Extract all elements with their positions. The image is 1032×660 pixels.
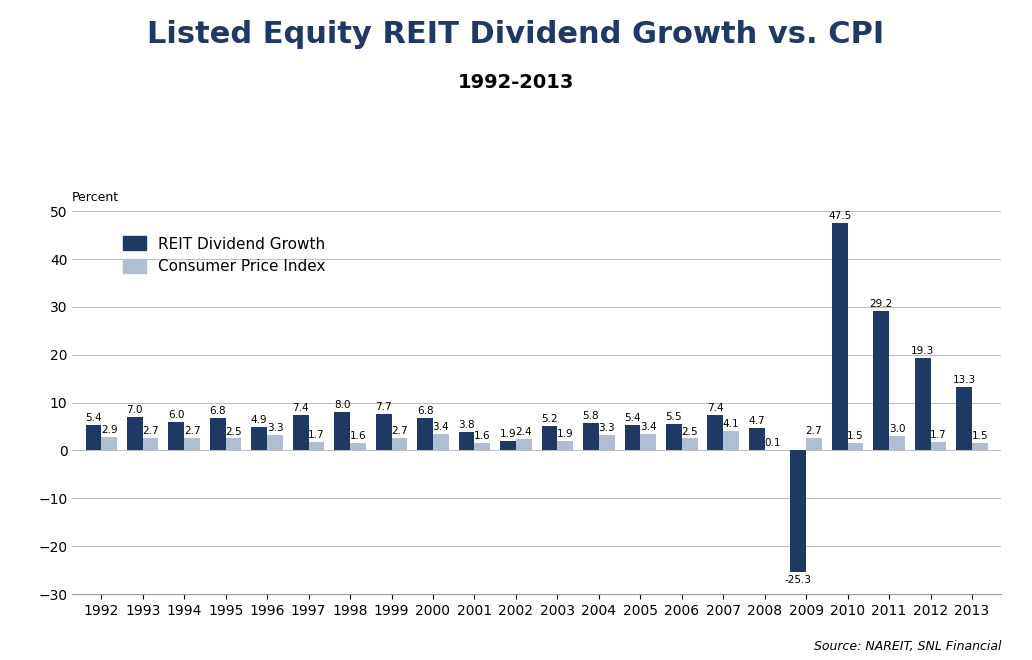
Text: 3.3: 3.3: [599, 423, 615, 433]
Bar: [640, 434, 656, 451]
Text: 1.6: 1.6: [350, 431, 366, 441]
Text: 2.5: 2.5: [681, 426, 698, 436]
Bar: [832, 223, 847, 451]
Text: 3.4: 3.4: [640, 422, 656, 432]
Bar: [86, 424, 101, 451]
Bar: [501, 442, 516, 451]
Text: 2.7: 2.7: [142, 426, 159, 436]
Bar: [433, 434, 449, 451]
Bar: [791, 451, 806, 572]
Text: 3.0: 3.0: [889, 424, 905, 434]
Bar: [749, 428, 765, 451]
Text: Source: NAREIT, SNL Financial: Source: NAREIT, SNL Financial: [813, 640, 1001, 653]
Bar: [542, 426, 557, 451]
Text: Listed Equity REIT Dividend Growth vs. CPI: Listed Equity REIT Dividend Growth vs. C…: [148, 20, 884, 49]
Bar: [334, 412, 350, 451]
Bar: [391, 438, 408, 451]
Text: 2.4: 2.4: [515, 427, 533, 437]
Text: 6.8: 6.8: [209, 406, 226, 416]
Text: -25.3: -25.3: [784, 576, 812, 585]
Text: 4.1: 4.1: [722, 419, 739, 429]
Text: 1.9: 1.9: [499, 430, 516, 440]
Bar: [226, 438, 241, 451]
Text: 1.6: 1.6: [474, 431, 490, 441]
Bar: [682, 438, 698, 451]
Bar: [847, 444, 864, 451]
Bar: [417, 418, 433, 451]
Bar: [516, 439, 531, 451]
Bar: [252, 427, 267, 451]
Text: 2.7: 2.7: [391, 426, 408, 436]
Text: 4.9: 4.9: [251, 415, 267, 425]
Text: 7.7: 7.7: [376, 402, 392, 412]
Bar: [475, 443, 490, 451]
Bar: [583, 422, 599, 451]
Bar: [931, 442, 946, 451]
Text: 2.9: 2.9: [101, 424, 118, 435]
Text: 1992-2013: 1992-2013: [458, 73, 574, 92]
Text: 6.0: 6.0: [168, 410, 185, 420]
Bar: [101, 436, 117, 451]
Text: 1.5: 1.5: [971, 432, 989, 442]
Text: 3.8: 3.8: [458, 420, 475, 430]
Bar: [127, 417, 142, 451]
Bar: [599, 435, 615, 451]
Text: 1.5: 1.5: [847, 432, 864, 442]
Bar: [309, 442, 324, 451]
Bar: [972, 444, 988, 451]
Text: 13.3: 13.3: [953, 375, 976, 385]
Bar: [723, 431, 739, 451]
Text: 7.4: 7.4: [292, 403, 309, 413]
Text: 2.5: 2.5: [225, 426, 241, 436]
Bar: [142, 438, 159, 451]
Text: 3.3: 3.3: [266, 423, 284, 433]
Text: 5.2: 5.2: [541, 414, 558, 424]
Text: 6.8: 6.8: [417, 406, 433, 416]
Legend: REIT Dividend Growth, Consumer Price Index: REIT Dividend Growth, Consumer Price Ind…: [117, 230, 332, 280]
Bar: [914, 358, 931, 451]
Text: 1.7: 1.7: [309, 430, 325, 440]
Bar: [708, 415, 723, 451]
Bar: [873, 311, 890, 451]
Bar: [557, 442, 573, 451]
Text: 5.8: 5.8: [583, 411, 600, 421]
Text: 1.7: 1.7: [930, 430, 946, 440]
Bar: [890, 436, 905, 451]
Text: 0.1: 0.1: [765, 438, 781, 448]
Text: 47.5: 47.5: [828, 211, 851, 221]
Bar: [184, 438, 200, 451]
Text: 19.3: 19.3: [911, 346, 934, 356]
Bar: [624, 424, 640, 451]
Text: 29.2: 29.2: [870, 299, 893, 309]
Text: 1.9: 1.9: [557, 430, 574, 440]
Text: 5.4: 5.4: [85, 412, 102, 422]
Bar: [350, 443, 365, 451]
Bar: [209, 418, 226, 451]
Text: 5.5: 5.5: [666, 412, 682, 422]
Text: 2.7: 2.7: [184, 426, 200, 436]
Text: 7.4: 7.4: [707, 403, 723, 413]
Bar: [458, 432, 475, 451]
Text: Percent: Percent: [72, 191, 120, 203]
Bar: [267, 435, 283, 451]
Bar: [293, 415, 309, 451]
Text: 4.7: 4.7: [748, 416, 765, 426]
Bar: [168, 422, 184, 451]
Bar: [806, 438, 821, 451]
Text: 5.4: 5.4: [624, 412, 641, 422]
Text: 8.0: 8.0: [334, 400, 351, 411]
Bar: [376, 414, 391, 451]
Text: 2.7: 2.7: [806, 426, 823, 436]
Bar: [666, 424, 682, 451]
Bar: [957, 387, 972, 451]
Text: 3.4: 3.4: [432, 422, 449, 432]
Text: 7.0: 7.0: [127, 405, 143, 415]
